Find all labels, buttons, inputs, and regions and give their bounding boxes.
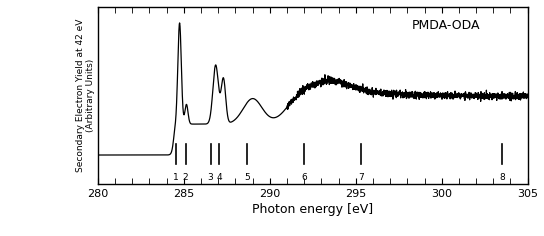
Text: 8: 8 — [499, 173, 505, 182]
X-axis label: Photon energy [eV]: Photon energy [eV] — [252, 203, 373, 216]
Text: 2: 2 — [183, 173, 188, 182]
Text: 6: 6 — [301, 173, 307, 182]
Text: PMDA-ODA: PMDA-ODA — [412, 20, 480, 33]
Y-axis label: Secondary Electron Yield at 42 eV
(Arbitrary Units): Secondary Electron Yield at 42 eV (Arbit… — [76, 19, 95, 172]
Text: 1: 1 — [173, 173, 179, 182]
Text: 7: 7 — [358, 173, 364, 182]
Text: 4: 4 — [217, 173, 222, 182]
Text: 3: 3 — [208, 173, 213, 182]
Text: 5: 5 — [245, 173, 250, 182]
